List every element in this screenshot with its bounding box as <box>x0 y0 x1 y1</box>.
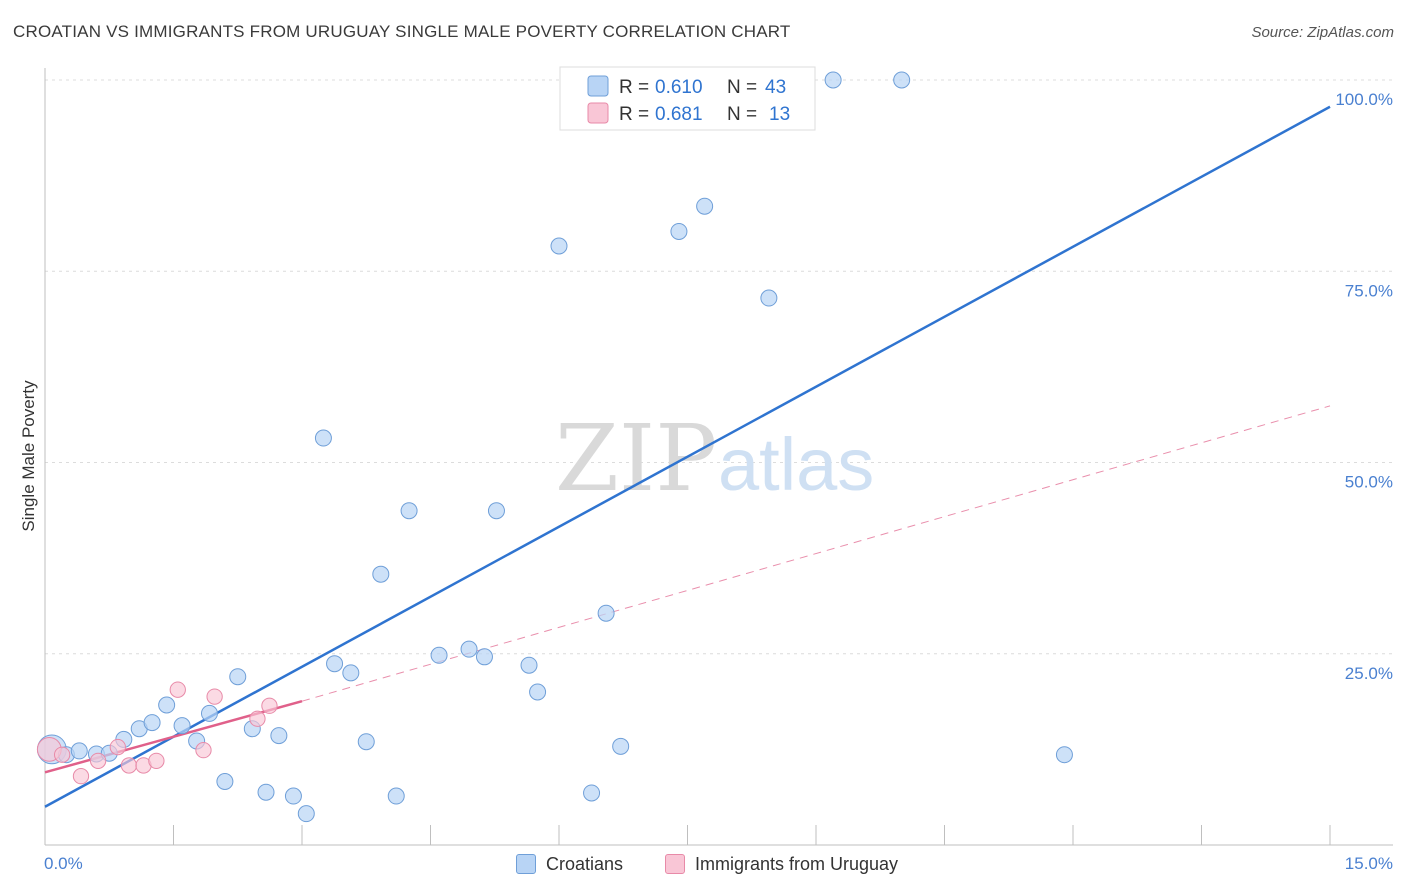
croatians-point <box>270 727 288 745</box>
croatians-point <box>342 664 360 682</box>
uruguay-point <box>169 681 186 698</box>
croatians-point <box>760 289 778 307</box>
croatians-point <box>70 742 88 760</box>
croatians-point <box>696 197 714 215</box>
legend-n-value-2: 13 <box>769 104 790 125</box>
legend-n-label-1: N = <box>727 77 757 98</box>
x-tick-label-max: 15.0% <box>1345 854 1393 873</box>
croatians-point <box>387 787 405 805</box>
legend-r-value-2: 0.681 <box>655 104 703 125</box>
croatians-point <box>173 717 191 735</box>
legend-swatch-pink <box>587 102 609 124</box>
croatians-swatch <box>516 854 536 874</box>
axes <box>44 68 1393 846</box>
legend-item-croatians[interactable]: Croatians <box>516 852 623 876</box>
croatians-point <box>612 737 630 755</box>
correlation-legend: R = 0.610 N = 43 R = 0.681 N = 13 <box>559 66 816 131</box>
croatians-point <box>487 502 505 520</box>
y-tick-labels: 25.0% 50.0% 75.0% 100.0% <box>1335 90 1393 683</box>
chart-title: CROATIAN VS IMMIGRANTS FROM URUGUAY SING… <box>13 22 791 41</box>
legend-r-value-1: 0.610 <box>655 77 703 98</box>
croatians-point <box>284 787 302 805</box>
uruguay-trend-extension <box>301 405 1331 702</box>
uruguay-point <box>89 752 107 769</box>
croatians-label: Croatians <box>546 853 624 874</box>
croatians-trend-line <box>44 105 1331 808</box>
croatians-point <box>257 783 275 801</box>
uruguay-point <box>195 741 212 759</box>
croatians-point <box>670 222 688 240</box>
croatians-point <box>460 640 478 658</box>
croatians-point <box>326 655 344 673</box>
gridlines <box>45 79 1393 655</box>
uruguay-point <box>148 752 165 769</box>
croatians-point <box>529 683 547 701</box>
croatians-point <box>824 71 842 89</box>
croatians-point <box>475 648 493 666</box>
croatians-point <box>550 237 568 255</box>
croatians-point <box>158 696 176 714</box>
source-label: Source: ZipAtlas.com <box>1251 24 1394 41</box>
croatians-point <box>372 565 390 583</box>
watermark-atlas: atlas <box>718 423 874 506</box>
croatians-point <box>1055 746 1073 764</box>
croatians-point <box>314 429 332 447</box>
croatians-point <box>200 704 218 722</box>
y-tick-label: 50.0% <box>1345 473 1393 492</box>
croatians-point <box>229 668 247 686</box>
uruguay-point <box>120 757 138 774</box>
croatians-point <box>520 656 538 674</box>
x-tick-label-min: 0.0% <box>44 854 83 873</box>
legend-swatch-blue <box>587 75 609 97</box>
watermark: ZIP atlas <box>555 405 874 512</box>
legend-r-label-1: R = <box>619 77 649 98</box>
legend-r-label-2: R = <box>619 104 649 125</box>
y-tick-label: 100.0% <box>1335 90 1393 109</box>
croatians-point <box>357 733 375 751</box>
watermark-zip: ZIP <box>555 405 717 512</box>
legend-item-uruguay[interactable]: Immigrants from Uruguay <box>665 852 898 876</box>
trend-lines <box>44 105 1331 808</box>
croatians-point <box>893 71 911 89</box>
croatians-point <box>583 784 601 802</box>
x-ticks <box>44 825 1331 845</box>
croatians-point <box>143 714 161 732</box>
uruguay-points <box>36 681 278 785</box>
croatians-point <box>216 773 234 791</box>
legend-n-label-2: N = <box>727 104 757 125</box>
y-tick-label: 75.0% <box>1345 281 1393 300</box>
uruguay-point <box>261 697 278 714</box>
uruguay-point <box>72 768 90 785</box>
uruguay-point <box>249 710 266 727</box>
croatians-point <box>400 502 418 520</box>
y-tick-label: 25.0% <box>1345 664 1393 683</box>
croatians-point <box>597 604 615 622</box>
uruguay-point <box>206 688 223 705</box>
y-axis-label: Single Male Poverty <box>19 380 38 532</box>
uruguay-label: Immigrants from Uruguay <box>695 853 899 874</box>
croatians-point <box>297 805 315 823</box>
uruguay-point <box>109 738 126 756</box>
uruguay-point <box>53 746 71 763</box>
uruguay-swatch <box>665 854 685 874</box>
uruguay-trend-line <box>44 699 303 774</box>
croatians-point <box>430 646 448 664</box>
legend-n-value-1: 43 <box>765 77 786 98</box>
